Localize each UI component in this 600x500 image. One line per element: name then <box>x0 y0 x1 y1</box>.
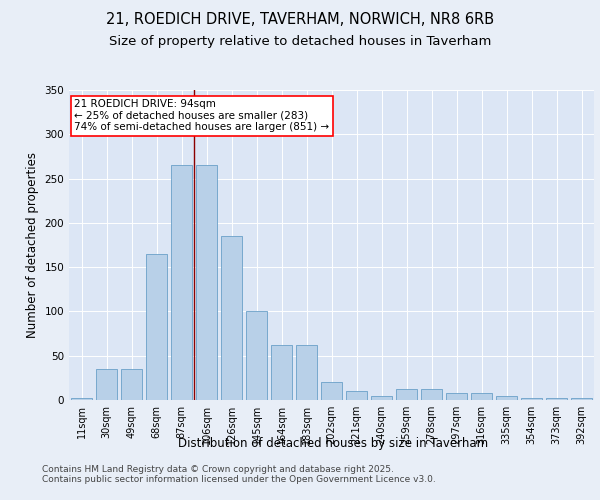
Text: Distribution of detached houses by size in Taverham: Distribution of detached houses by size … <box>178 438 488 450</box>
Text: Size of property relative to detached houses in Taverham: Size of property relative to detached ho… <box>109 35 491 48</box>
Bar <box>471 393 492 400</box>
Bar <box>121 369 142 400</box>
Text: Contains HM Land Registry data © Crown copyright and database right 2025.
Contai: Contains HM Land Registry data © Crown c… <box>42 465 436 484</box>
Bar <box>346 391 367 400</box>
Bar <box>546 398 567 400</box>
Bar <box>446 393 467 400</box>
Bar <box>221 236 242 400</box>
Bar <box>371 396 392 400</box>
Bar <box>571 398 592 400</box>
Bar <box>246 312 267 400</box>
Text: 21, ROEDICH DRIVE, TAVERHAM, NORWICH, NR8 6RB: 21, ROEDICH DRIVE, TAVERHAM, NORWICH, NR… <box>106 12 494 28</box>
Bar <box>296 345 317 400</box>
Bar <box>421 390 442 400</box>
Bar <box>271 345 292 400</box>
Bar <box>96 369 117 400</box>
Bar <box>196 166 217 400</box>
Bar <box>321 382 342 400</box>
Bar <box>171 166 192 400</box>
Bar <box>71 398 92 400</box>
Y-axis label: Number of detached properties: Number of detached properties <box>26 152 39 338</box>
Bar <box>521 398 542 400</box>
Bar <box>496 396 517 400</box>
Bar <box>146 254 167 400</box>
Text: 21 ROEDICH DRIVE: 94sqm
← 25% of detached houses are smaller (283)
74% of semi-d: 21 ROEDICH DRIVE: 94sqm ← 25% of detache… <box>74 100 329 132</box>
Bar <box>396 390 417 400</box>
